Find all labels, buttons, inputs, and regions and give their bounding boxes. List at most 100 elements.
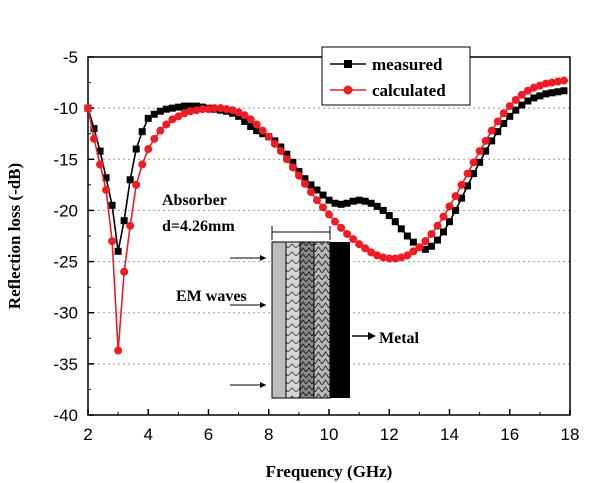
data-point-measured: [192, 102, 200, 110]
data-point-calculated: [168, 115, 177, 124]
data-point-calculated: [445, 202, 454, 211]
data-point-calculated: [505, 102, 514, 111]
data-point-measured: [446, 218, 453, 226]
x-tick-label: 10: [320, 425, 339, 444]
data-point-calculated: [379, 253, 388, 262]
data-point-calculated: [439, 212, 448, 221]
data-point-measured: [409, 238, 417, 246]
x-tick-label: 16: [500, 425, 519, 444]
data-point-measured: [355, 196, 363, 204]
y-tick-label: -30: [53, 304, 78, 323]
y-tick-label: -35: [53, 355, 78, 374]
em-wave-arrowhead-3: [260, 382, 266, 388]
data-point-measured: [548, 89, 556, 97]
data-point-calculated: [529, 83, 538, 92]
data-point-measured: [367, 199, 375, 207]
data-point-measured: [512, 106, 520, 114]
axis-ticks: 2 4 6 8 10 12 14 16 18 -5 -10 -15 -20 -25 -30 -35 -40: [53, 48, 579, 444]
data-point-calculated: [162, 120, 171, 129]
data-point-calculated: [150, 134, 159, 143]
data-point-measured: [337, 200, 345, 208]
data-point-calculated: [493, 117, 502, 126]
data-series: [84, 76, 568, 355]
data-point-measured: [126, 176, 134, 184]
data-point-calculated: [114, 346, 123, 355]
x-axis-title: Frequency (GHz): [266, 462, 393, 481]
data-point-calculated: [102, 185, 111, 194]
absorber-layer-3: [299, 241, 315, 399]
data-point-calculated: [349, 235, 358, 244]
data-point-measured: [162, 105, 170, 113]
metal-plate: [330, 242, 350, 398]
data-point-measured: [325, 196, 333, 204]
data-point-calculated: [270, 139, 279, 148]
em-waves-label: EM waves: [176, 288, 247, 305]
data-point-calculated: [222, 105, 231, 114]
series-calculated: [84, 76, 568, 355]
data-point-calculated: [204, 105, 213, 114]
data-point-measured: [96, 147, 104, 155]
data-point-measured: [439, 228, 447, 236]
data-point-measured: [289, 158, 297, 166]
data-point-calculated: [469, 158, 478, 167]
data-point-calculated: [373, 251, 382, 260]
data-point-measured: [530, 94, 538, 102]
data-point-measured: [150, 110, 158, 118]
data-point-calculated: [451, 192, 460, 201]
data-point-calculated: [264, 132, 273, 141]
data-point-measured: [427, 242, 435, 250]
data-point-measured: [554, 88, 562, 96]
data-point-calculated: [216, 104, 225, 113]
data-point-calculated: [288, 163, 297, 172]
data-point-measured: [241, 117, 249, 125]
data-point-measured: [421, 245, 429, 253]
data-point-measured: [138, 128, 146, 136]
data-point-measured: [488, 137, 496, 145]
data-point-measured: [283, 150, 291, 158]
data-point-calculated: [84, 104, 92, 113]
data-point-calculated: [415, 243, 424, 252]
y-axis-title: Reflection loss (-dB): [5, 163, 24, 309]
data-point-calculated: [367, 248, 376, 257]
metal-label: Metal: [379, 330, 420, 347]
data-point-calculated: [457, 180, 466, 189]
data-point-measured: [102, 174, 110, 182]
data-point-measured: [120, 217, 128, 225]
data-point-measured: [524, 97, 532, 105]
em-wave-arrowhead-1: [260, 255, 266, 261]
data-point-measured: [186, 102, 194, 110]
data-point-calculated: [421, 237, 430, 246]
data-point-measured: [464, 182, 472, 190]
data-point-calculated: [385, 254, 394, 263]
data-point-measured: [114, 247, 122, 255]
data-point-measured: [301, 175, 309, 183]
data-point-calculated: [228, 106, 237, 115]
x-tick-label: 18: [561, 425, 580, 444]
data-point-calculated: [276, 147, 285, 156]
legend-box: [321, 46, 471, 106]
data-point-calculated: [144, 145, 153, 154]
data-point-calculated: [96, 160, 105, 169]
data-point-calculated: [487, 126, 496, 135]
data-point-calculated: [541, 79, 550, 88]
data-point-calculated: [306, 188, 315, 197]
data-point-calculated: [523, 86, 532, 95]
data-point-measured: [518, 101, 526, 109]
data-point-calculated: [433, 221, 442, 230]
y-tick-label: -20: [53, 201, 78, 220]
data-point-measured: [403, 232, 411, 240]
data-point-calculated: [186, 107, 195, 116]
data-point-measured: [458, 194, 466, 202]
data-point-measured: [397, 225, 405, 233]
data-point-calculated: [481, 136, 490, 145]
data-point-calculated: [198, 105, 207, 114]
data-point-calculated: [180, 109, 189, 118]
x-tick-label: 2: [83, 425, 92, 444]
data-point-calculated: [318, 203, 327, 212]
data-point-calculated: [553, 77, 562, 86]
x-tick-label: 4: [144, 425, 153, 444]
data-point-measured: [174, 103, 182, 111]
y-tick-label: -5: [63, 48, 78, 67]
data-point-calculated: [294, 171, 303, 180]
